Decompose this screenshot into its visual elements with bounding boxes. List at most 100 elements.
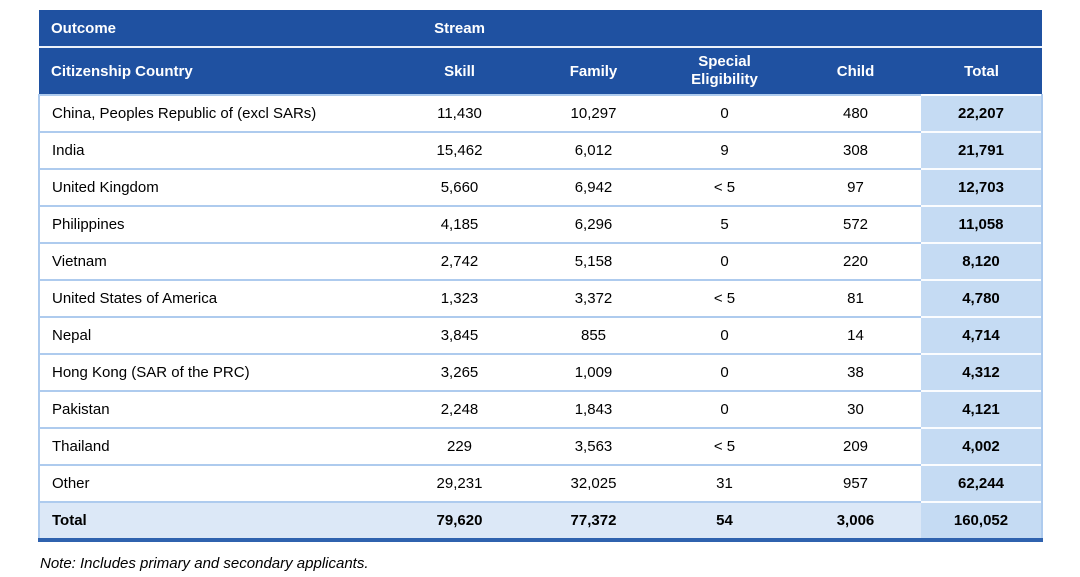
child-cell: 957 (790, 464, 921, 502)
outcome-dimension-label: Outcome (39, 10, 391, 48)
skill-cell: 29,231 (391, 464, 528, 502)
country-cell: Hong Kong (SAR of the PRC) (38, 353, 391, 391)
child-cell: 480 (790, 94, 921, 132)
country-cell: India (38, 131, 391, 169)
table-row: United States of America 1,323 3,372 < 5 81 4… (38, 279, 1043, 317)
special-cell: 54 (659, 501, 790, 542)
family-cell: 3,372 (528, 279, 659, 317)
child-cell: 97 (790, 168, 921, 206)
skill-cell: 5,660 (391, 168, 528, 206)
column-header-citizenship-country: Citizenship Country (39, 47, 391, 95)
family-cell: 6,296 (528, 205, 659, 243)
skill-cell: 1,323 (391, 279, 528, 317)
skill-cell: 4,185 (391, 205, 528, 243)
special-cell: 0 (659, 390, 790, 428)
total-cell: 160,052 (921, 501, 1043, 542)
child-cell: 30 (790, 390, 921, 428)
table-row: Hong Kong (SAR of the PRC) 3,265 1,009 0 38 4… (38, 353, 1043, 391)
child-cell: 209 (790, 427, 921, 465)
table-row: Vietnam 2,742 5,158 0 220 8,120 (38, 242, 1043, 280)
table-row: Thailand 229 3,563 < 5 209 4,002 (38, 427, 1043, 465)
country-cell: Philippines (38, 205, 391, 243)
header-spacer (528, 10, 659, 48)
skill-cell: 2,742 (391, 242, 528, 280)
special-cell: 5 (659, 205, 790, 243)
family-cell: 6,012 (528, 131, 659, 169)
skill-cell: 3,845 (391, 316, 528, 354)
child-cell: 572 (790, 205, 921, 243)
column-header-row: Citizenship Country Skill Family Special… (39, 47, 1042, 95)
country-cell: Pakistan (38, 390, 391, 428)
skill-cell: 79,620 (391, 501, 528, 542)
table-row: Philippines 4,185 6,296 5 572 11,058 (38, 205, 1043, 243)
total-cell: 4,312 (921, 353, 1043, 391)
total-cell: 22,207 (921, 94, 1043, 132)
special-cell: 0 (659, 242, 790, 280)
country-cell: Other (38, 464, 391, 502)
dimension-header-row: Outcome Stream (39, 10, 1042, 48)
skill-cell: 3,265 (391, 353, 528, 391)
skill-cell: 2,248 (391, 390, 528, 428)
skill-cell: 15,462 (391, 131, 528, 169)
country-cell: Total (38, 501, 391, 542)
table-row: India 15,462 6,012 9 308 21,791 (38, 131, 1043, 169)
country-cell: China, Peoples Republic of (excl SARs) (38, 94, 391, 132)
citizenship-outcomes-table: Outcome Stream Citizenship Country Skill… (38, 10, 1043, 542)
total-cell: 11,058 (921, 205, 1043, 243)
family-cell: 1,009 (528, 353, 659, 391)
header-spacer (659, 10, 790, 48)
family-cell: 5,158 (528, 242, 659, 280)
country-cell: United States of America (38, 279, 391, 317)
header-spacer (790, 10, 921, 48)
country-cell: United Kingdom (38, 168, 391, 206)
child-cell: 3,006 (790, 501, 921, 542)
total-row: Total 79,620 77,372 54 3,006 160,052 (38, 501, 1043, 542)
column-header-total: Total (921, 47, 1042, 95)
special-cell: < 5 (659, 168, 790, 206)
column-header-child: Child (790, 47, 921, 95)
special-cell: < 5 (659, 427, 790, 465)
table-row: Nepal 3,845 855 0 14 4,714 (38, 316, 1043, 354)
special-cell: 0 (659, 316, 790, 354)
table-row: Other 29,231 32,025 31 957 62,244 (38, 464, 1043, 502)
column-header-skill: Skill (391, 47, 528, 95)
total-cell: 12,703 (921, 168, 1043, 206)
table-body: China, Peoples Republic of (excl SARs) 11… (38, 94, 1043, 542)
table-header: Outcome Stream Citizenship Country Skill… (39, 10, 1042, 95)
column-header-special-eligibility-label: Special Eligibility (691, 53, 758, 88)
family-cell: 6,942 (528, 168, 659, 206)
child-cell: 220 (790, 242, 921, 280)
table-row: China, Peoples Republic of (excl SARs) 11… (38, 94, 1043, 132)
total-cell: 4,002 (921, 427, 1043, 465)
special-cell: 31 (659, 464, 790, 502)
child-cell: 14 (790, 316, 921, 354)
special-cell: 0 (659, 94, 790, 132)
header-spacer (921, 10, 1042, 48)
column-header-special-eligibility: Special Eligibility (659, 47, 790, 95)
family-cell: 855 (528, 316, 659, 354)
special-cell: < 5 (659, 279, 790, 317)
total-cell: 4,780 (921, 279, 1043, 317)
family-cell: 3,563 (528, 427, 659, 465)
family-cell: 10,297 (528, 94, 659, 132)
family-cell: 77,372 (528, 501, 659, 542)
total-cell: 4,714 (921, 316, 1043, 354)
child-cell: 308 (790, 131, 921, 169)
country-cell: Vietnam (38, 242, 391, 280)
total-cell: 21,791 (921, 131, 1043, 169)
table-note: Note: Includes primary and secondary app… (40, 555, 369, 572)
table-row: Pakistan 2,248 1,843 0 30 4,121 (38, 390, 1043, 428)
skill-cell: 11,430 (391, 94, 528, 132)
special-cell: 9 (659, 131, 790, 169)
country-cell: Nepal (38, 316, 391, 354)
skill-cell: 229 (391, 427, 528, 465)
table-row: United Kingdom 5,660 6,942 < 5 97 12,703 (38, 168, 1043, 206)
column-header-family: Family (528, 47, 659, 95)
stream-dimension-label: Stream (391, 10, 528, 48)
total-cell: 4,121 (921, 390, 1043, 428)
child-cell: 38 (790, 353, 921, 391)
total-cell: 8,120 (921, 242, 1043, 280)
child-cell: 81 (790, 279, 921, 317)
family-cell: 1,843 (528, 390, 659, 428)
